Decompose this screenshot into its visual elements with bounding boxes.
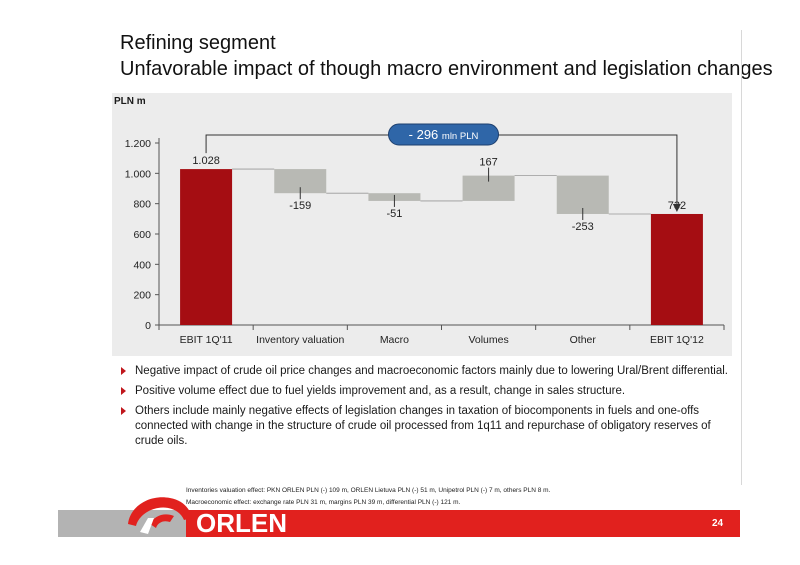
y-tick-label: 600 (133, 229, 151, 241)
y-tick-label: 800 (133, 199, 151, 211)
chart-unit-label: PLN m (114, 96, 146, 107)
bullet-item: Others include mainly negative effects o… (121, 404, 741, 449)
callout-value: - 296 (409, 127, 442, 142)
x-tick-label: EBIT 1Q'12 (650, 334, 704, 346)
bullet-item: Negative impact of crude oil price chang… (121, 364, 741, 379)
bullet-text: Others include mainly negative effects o… (135, 405, 711, 447)
page-number: 24 (712, 518, 724, 529)
bullet-text: Negative impact of crude oil price chang… (135, 365, 728, 377)
brand-name: ORLEN (196, 508, 287, 538)
bar-other (556, 175, 609, 214)
x-tick-label: EBIT 1Q'11 (180, 334, 233, 346)
bar-ebit-1q-11 (180, 169, 233, 325)
y-tick-label: 400 (133, 259, 151, 271)
x-tick-label: Other (570, 334, 597, 346)
slide-title-line2: Unfavorable impact of though macro envir… (120, 58, 773, 80)
waterfall-chart: 0 200 400 600 800 1.000 1.200 1.028 EBIT 1Q'11 -1… (125, 123, 725, 346)
bullet-arrow-icon (121, 367, 126, 375)
callout-text: - 296 mln PLN (409, 127, 479, 142)
value-label: -51 (386, 208, 402, 220)
value-label: -159 (289, 200, 311, 212)
value-label: -253 (572, 221, 594, 233)
y-tick-label: 200 (133, 290, 151, 302)
bullet-arrow-icon (121, 387, 126, 395)
bullet-text: Positive volume effect due to fuel yield… (135, 385, 626, 397)
bullet-list: Negative impact of crude oil price chang… (121, 364, 741, 454)
value-label: 1.028 (192, 155, 220, 167)
bullet-arrow-icon (121, 407, 126, 415)
footnote-inventory: Inventories valuation effect: PKN ORLEN … (186, 487, 551, 494)
footnote-macro: Macroeconomic effect: exchange rate PLN … (186, 499, 461, 506)
footer-bar-red (186, 510, 740, 537)
x-tick-label: Macro (380, 334, 409, 346)
x-tick-label: Inventory valuation (256, 334, 344, 346)
orlen-eagle-icon (128, 497, 192, 534)
y-tick-label: 0 (145, 320, 151, 332)
callout-unit: mln PLN (442, 131, 479, 142)
divider-line (741, 30, 742, 485)
slide-title: Refining segment Unfavorable impact of t… (120, 30, 773, 82)
bar-ebit-1q-12 (650, 213, 703, 325)
y-tick-label: 1.200 (125, 138, 151, 150)
callout-arrowhead-icon (672, 203, 681, 212)
callout-pill (388, 123, 499, 146)
orlen-logo: ORLEN (128, 497, 287, 538)
bullet-item: Positive volume effect due to fuel yield… (121, 384, 741, 399)
y-tick-label: 1.000 (125, 168, 151, 180)
x-tick-label: Volumes (468, 334, 508, 346)
slide-title-line1: Refining segment (120, 32, 276, 54)
footnotes: Inventories valuation effect: PKN ORLEN … (186, 485, 550, 509)
value-label: 167 (479, 157, 497, 169)
